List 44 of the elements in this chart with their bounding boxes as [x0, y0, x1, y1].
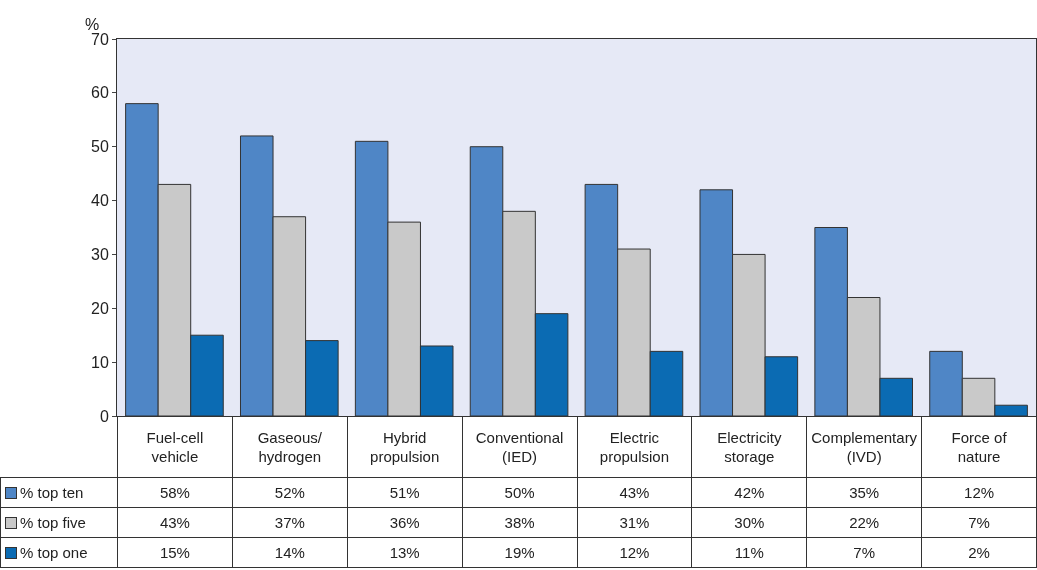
data-label: 58%	[117, 477, 233, 508]
data-label: 43%	[577, 477, 692, 508]
data-label: 31%	[577, 507, 692, 538]
data-label: 7%	[806, 537, 922, 568]
y-tick-label: 0	[99, 407, 109, 425]
data-label: 14%	[232, 537, 348, 568]
data-label: 42%	[691, 477, 807, 508]
y-tick-label: 20	[91, 299, 109, 317]
y-tick-label: 10	[91, 353, 109, 371]
x-tick-label: Electricity storage	[691, 416, 807, 478]
legend-label: % top ten	[20, 484, 84, 501]
data-label: 43%	[117, 507, 233, 538]
y-tick-label: 50	[91, 138, 109, 156]
y-axis-title: %	[85, 16, 100, 33]
y-tick-label: 70	[91, 30, 109, 48]
x-tick-label: Complementary (IVD)	[806, 416, 922, 478]
x-tick-label: Hybrid propulsion	[347, 416, 463, 478]
data-label: 12%	[577, 537, 692, 568]
data-label: 52%	[232, 477, 348, 508]
data-label: 50%	[462, 477, 577, 508]
data-label: 38%	[462, 507, 577, 538]
data-label: 7%	[921, 507, 1037, 538]
data-label: 13%	[347, 537, 463, 568]
data-label: 35%	[806, 477, 922, 508]
data-label: 15%	[117, 537, 233, 568]
legend-label: % top five	[20, 514, 86, 531]
legend-label: % top one	[20, 544, 88, 561]
data-label: 11%	[691, 537, 807, 568]
x-tick-label: Electric propulsion	[577, 416, 692, 478]
y-tick-label: 30	[91, 246, 109, 264]
data-label: 37%	[232, 507, 348, 538]
data-label: 51%	[347, 477, 463, 508]
data-label: 12%	[921, 477, 1037, 508]
x-tick-label: Gaseous/ hydrogen	[232, 416, 348, 478]
y-tick-label: 40	[91, 192, 109, 210]
y-tick-label: 60	[91, 84, 109, 102]
x-tick-label: Conventional (IED)	[462, 416, 577, 478]
data-label: 2%	[921, 537, 1037, 568]
data-label: 30%	[691, 507, 807, 538]
x-tick-label: Fuel-cell vehicle	[117, 416, 233, 478]
x-tick-label: Force of nature	[921, 416, 1037, 478]
data-label: 22%	[806, 507, 922, 538]
data-label: 19%	[462, 537, 577, 568]
data-label: 36%	[347, 507, 463, 538]
